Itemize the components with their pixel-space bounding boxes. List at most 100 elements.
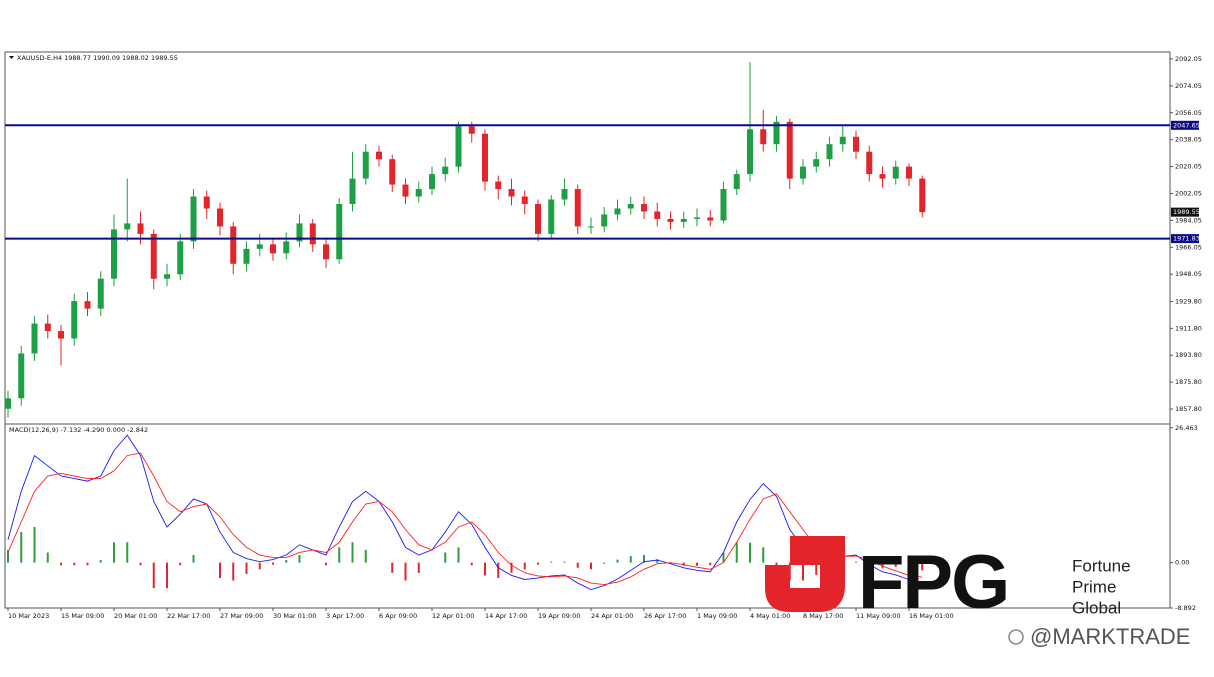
y-tick-label: 1893.80 [1175,351,1202,359]
candle-body [84,301,91,309]
x-tick-label: 19 Apr 09:00 [538,612,580,620]
candle-body [720,189,727,221]
candle-body [5,398,11,409]
candle-body [323,244,329,260]
x-tick-label: 6 Apr 09:00 [379,612,417,620]
histogram-bar [298,555,301,563]
logo: FPG Fortune Prime Global [765,536,1131,625]
candle-body [455,126,462,167]
symbol-marker [9,56,14,59]
histogram-bar [815,562,818,575]
histogram-bar [616,559,619,563]
candle-body [853,136,859,152]
handle-icon [1008,629,1024,645]
histogram-bar [166,562,168,589]
y-tick-label: 1929.80 [1175,297,1202,305]
candle-body [667,218,674,222]
candle-body [31,323,38,354]
histogram-bar [99,560,102,563]
logo-mark [765,536,845,612]
candle-body [309,223,316,245]
histogram-bar [470,562,473,566]
y-tick-label: 2092.05 [1175,55,1202,63]
histogram-bar [576,562,579,568]
level-label: 1971.83 [1173,235,1200,243]
histogram-bar [484,562,486,576]
candle-body [588,226,594,228]
histogram-bar [603,562,606,564]
histogram-bar [881,562,884,569]
histogram-bar [73,562,76,566]
candle-body [415,189,422,197]
candle-body [919,178,926,213]
candle-body [707,217,714,221]
candle-body [574,189,581,227]
candle-body [866,151,873,175]
candle-body [561,189,568,200]
candle-body [243,248,250,264]
candle-body [614,208,621,215]
histogram-bar [192,555,195,563]
indicator-line [7,452,923,586]
candle-body [97,278,104,309]
handle: @MARKTRADE [1030,624,1190,649]
candle-body [349,178,356,204]
candle-body [641,203,647,212]
level-tag [1171,120,1199,130]
histogram-bar [669,562,672,564]
x-tick-label: 30 Mar 01:00 [273,612,316,620]
candle-body [190,196,197,242]
candle-body [203,196,210,209]
logo-text: FPG [858,540,1008,625]
x-tick-label: 16 May 01:00 [909,612,954,620]
histogram-bar [775,562,778,566]
candle-body [601,214,608,227]
candle-body [906,166,912,179]
histogram-bar [404,562,407,581]
candle-body [389,159,396,185]
histogram-bar [908,562,910,567]
x-tick-label: 15 Mar 09:00 [61,612,104,620]
histogram-bar [152,562,155,589]
y-tick-label: 2074.05 [1175,82,1202,90]
histogram-bar [629,556,632,563]
histogram-bar [722,552,725,563]
level-label: 2047.65 [1173,121,1200,129]
y-tick-label: 1984.05 [1175,216,1202,224]
x-tick-label: 27 Mar 09:00 [220,612,263,620]
candle-body [150,233,157,279]
histogram-bar [682,562,685,566]
candle-body [800,166,806,179]
histogram-bar [444,552,447,563]
x-tick-label: 8 May 17:00 [803,612,843,620]
histogram-bar [245,562,248,574]
x-tick-label: 3 Apr 17:00 [326,612,364,620]
y-tick-label: 1857.80 [1175,405,1202,413]
histogram-bar [258,562,261,570]
histogram-bar [272,562,274,565]
histogram-bar [179,562,182,566]
logo-name: Global [1072,598,1121,617]
candle-body [362,151,369,179]
candle-body [217,208,223,227]
candle-body [429,174,435,190]
last-price-label: 1989.55 [1173,208,1200,216]
candle-body [468,126,475,134]
histogram-bar [351,542,354,563]
candle-body [495,181,502,190]
y-tick-label: 2056.05 [1175,109,1202,117]
histogram-bar [126,542,129,563]
histogram-bar [417,562,420,573]
histogram-bar [696,562,698,566]
y-tick-label: 26.463 [1175,424,1198,432]
candle-body [680,218,687,222]
candle-body [694,217,700,219]
x-tick-label: 11 May 09:00 [856,612,901,620]
candle-body [336,203,343,260]
candle-body [521,196,528,204]
candle-body [535,203,541,234]
y-tick-label: 1966.05 [1175,243,1202,251]
y-tick-label: 1911.80 [1175,324,1202,332]
histogram-bar [285,560,288,563]
